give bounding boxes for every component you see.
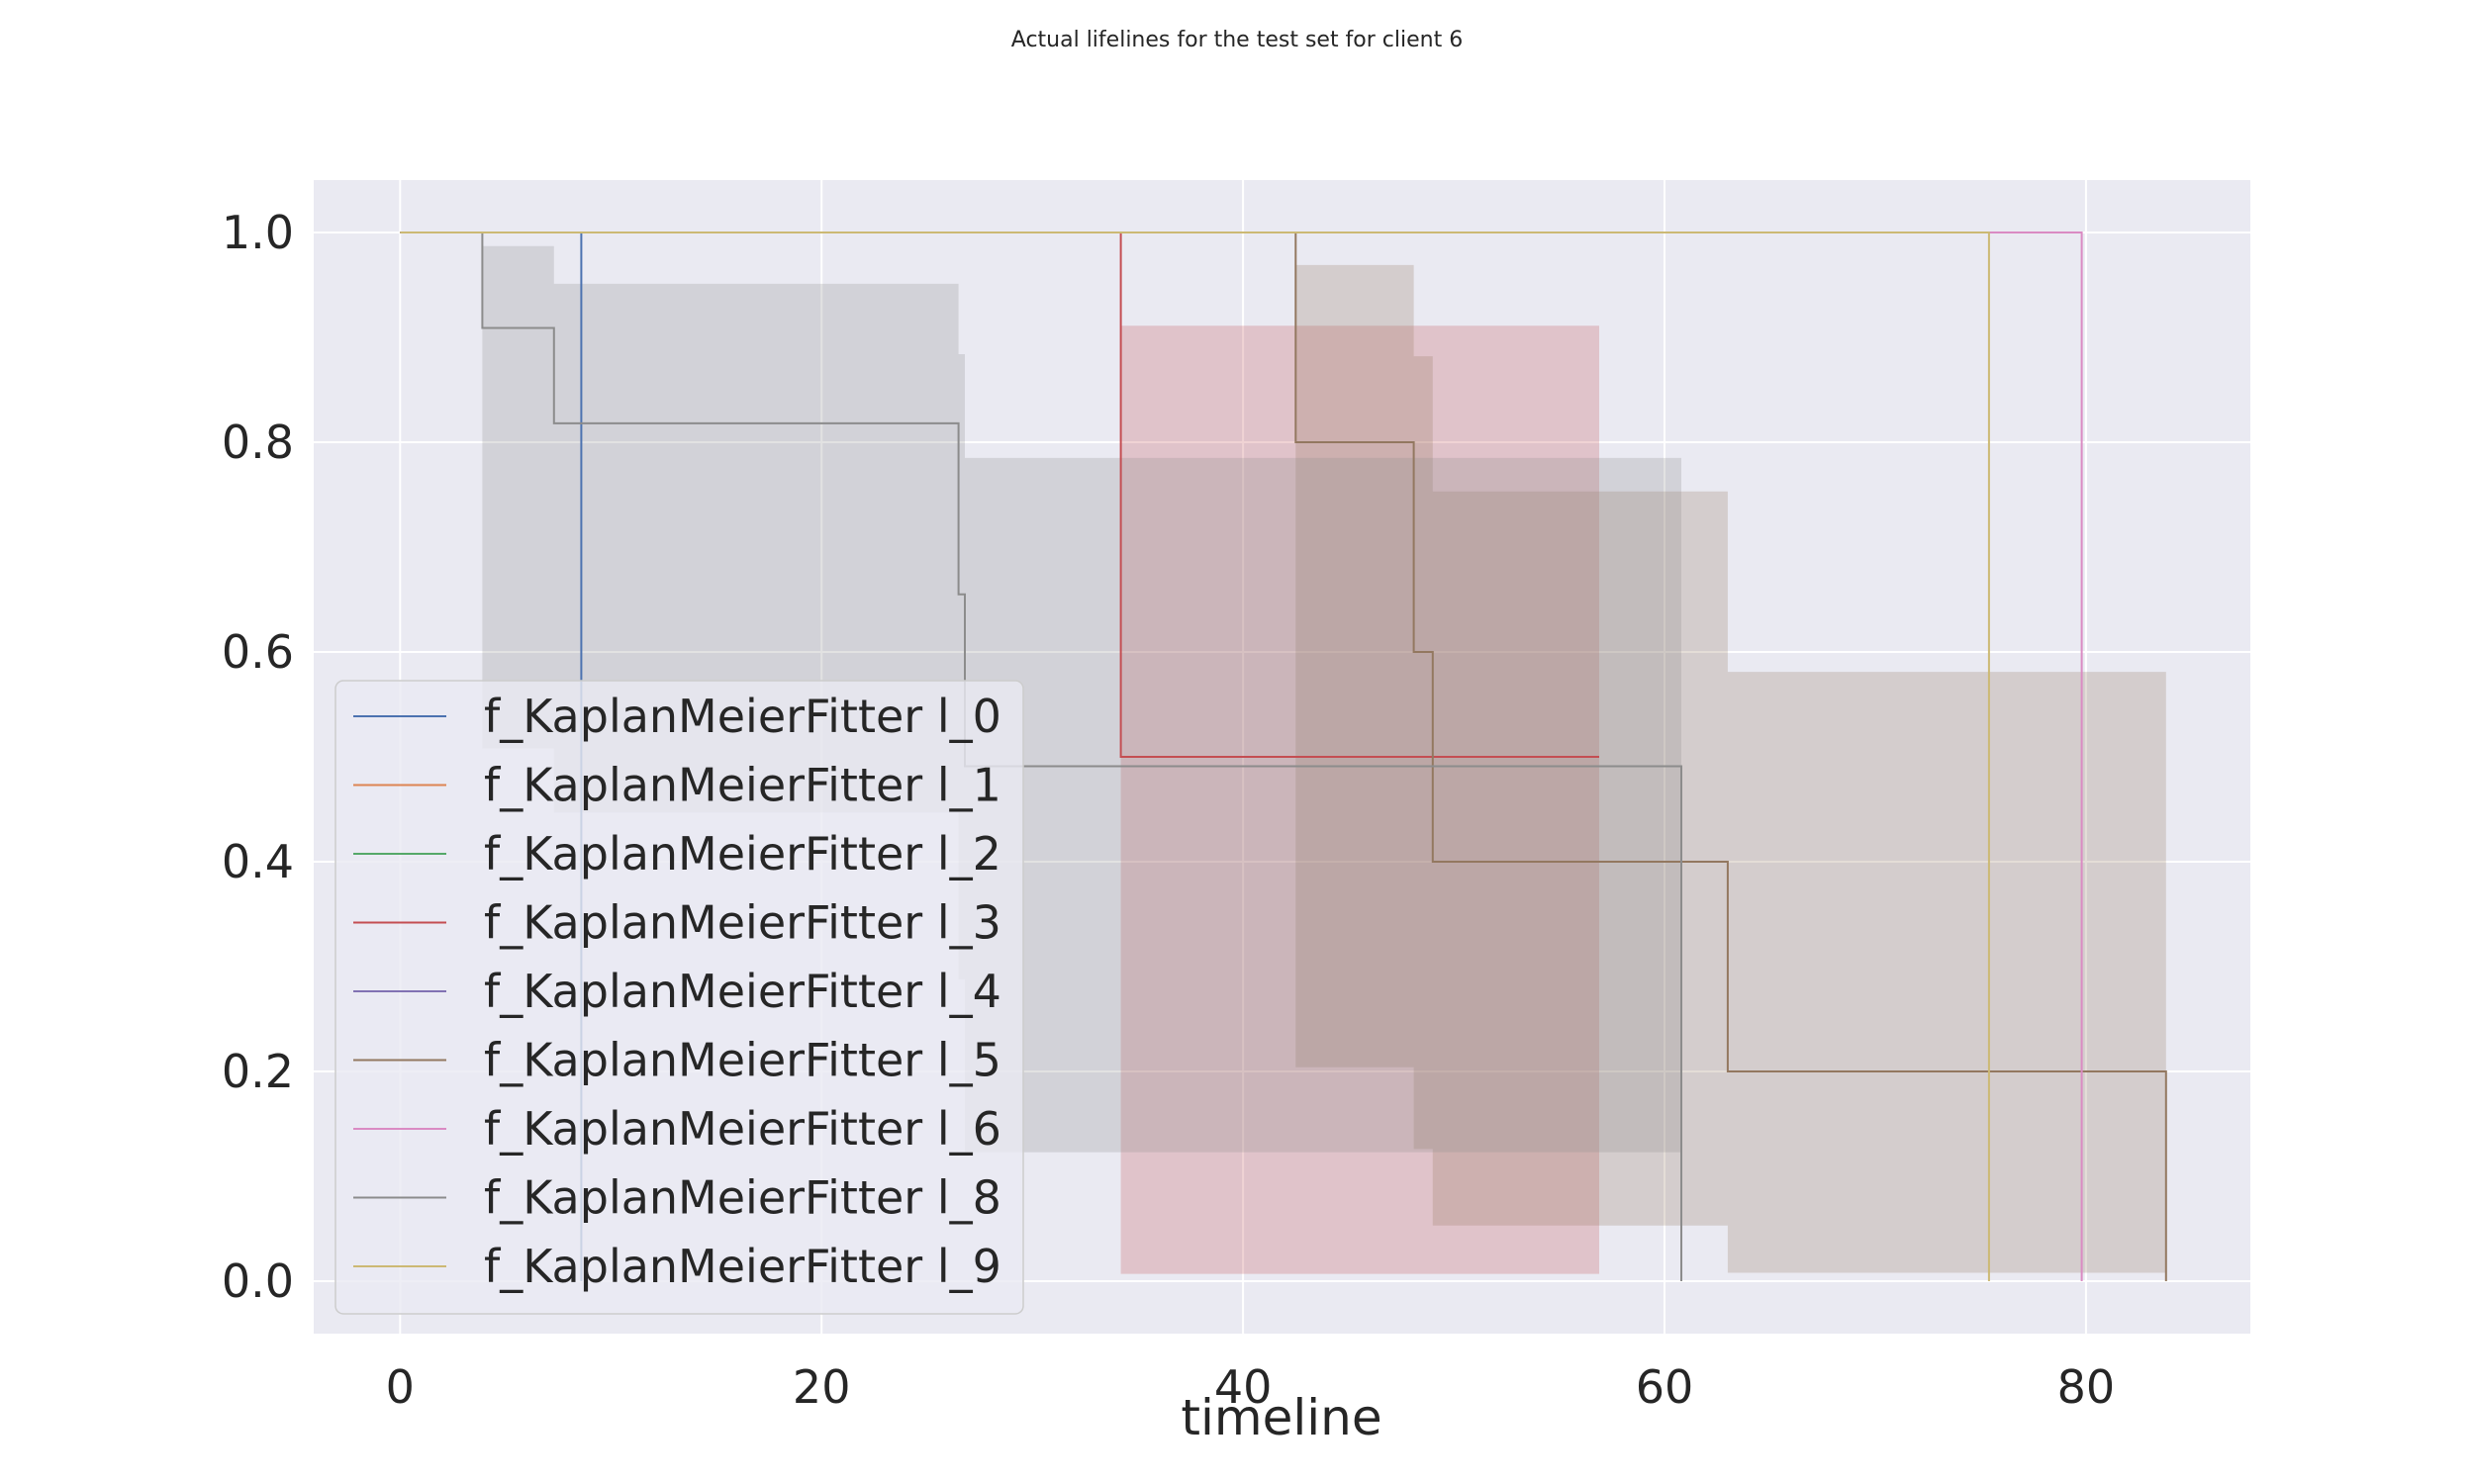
chart-title: Actual lifelines for the test set for cl…: [1011, 28, 1463, 52]
x-tick-label: 80: [2057, 1360, 2116, 1414]
ci-band-3: [1120, 325, 1599, 1274]
legend-label: f_KaplanMeierFitter l_0: [484, 690, 1001, 743]
series-lines: [400, 232, 2167, 1281]
legend-label: f_KaplanMeierFitter l_8: [484, 1171, 1001, 1225]
y-tick-label: 0.0: [222, 1254, 294, 1308]
y-tick-label: 0.4: [222, 835, 294, 888]
series-line-8: [400, 232, 1990, 1281]
legend-box: [334, 680, 1024, 1315]
x-tick-label: 20: [793, 1360, 851, 1414]
legend-label: f_KaplanMeierFitter l_6: [484, 1102, 1001, 1156]
legend-label: f_KaplanMeierFitter l_2: [484, 827, 1001, 881]
confidence-bands: [482, 245, 2166, 1274]
legend: f_KaplanMeierFitter l_0 f_KaplanMeierFitt…: [334, 680, 1024, 1315]
y-tick-label: 0.8: [222, 416, 294, 469]
legend-label: f_KaplanMeierFitter l_4: [484, 965, 1001, 1018]
legend-label: f_KaplanMeierFitter l_9: [484, 1240, 1001, 1293]
y-tick-label: 0.2: [222, 1045, 294, 1098]
series-line-5: [400, 232, 2167, 1281]
legend-label: f_KaplanMeierFitter l_3: [484, 896, 1001, 950]
x-tick-label: 40: [1214, 1360, 1273, 1414]
x-tick-label: 0: [386, 1360, 415, 1414]
x-tick-labels: 0 20 40 60 80: [386, 1360, 2116, 1414]
ci-band-5: [1295, 264, 2166, 1273]
y-tick-label: 1.0: [222, 206, 294, 259]
x-axis-label: timeline: [1181, 1389, 1381, 1446]
ci-band-7: [482, 245, 1681, 1153]
series-line-7: [400, 232, 1682, 1281]
x-tick-label: 60: [1636, 1360, 1694, 1414]
y-tick-labels: 0.0 0.2 0.4 0.6 0.8 1.0: [222, 206, 294, 1308]
y-tick-label: 0.6: [222, 625, 294, 679]
legend-label: f_KaplanMeierFitter l_1: [484, 759, 1001, 812]
legend-label: f_KaplanMeierFitter l_5: [484, 1034, 1001, 1087]
